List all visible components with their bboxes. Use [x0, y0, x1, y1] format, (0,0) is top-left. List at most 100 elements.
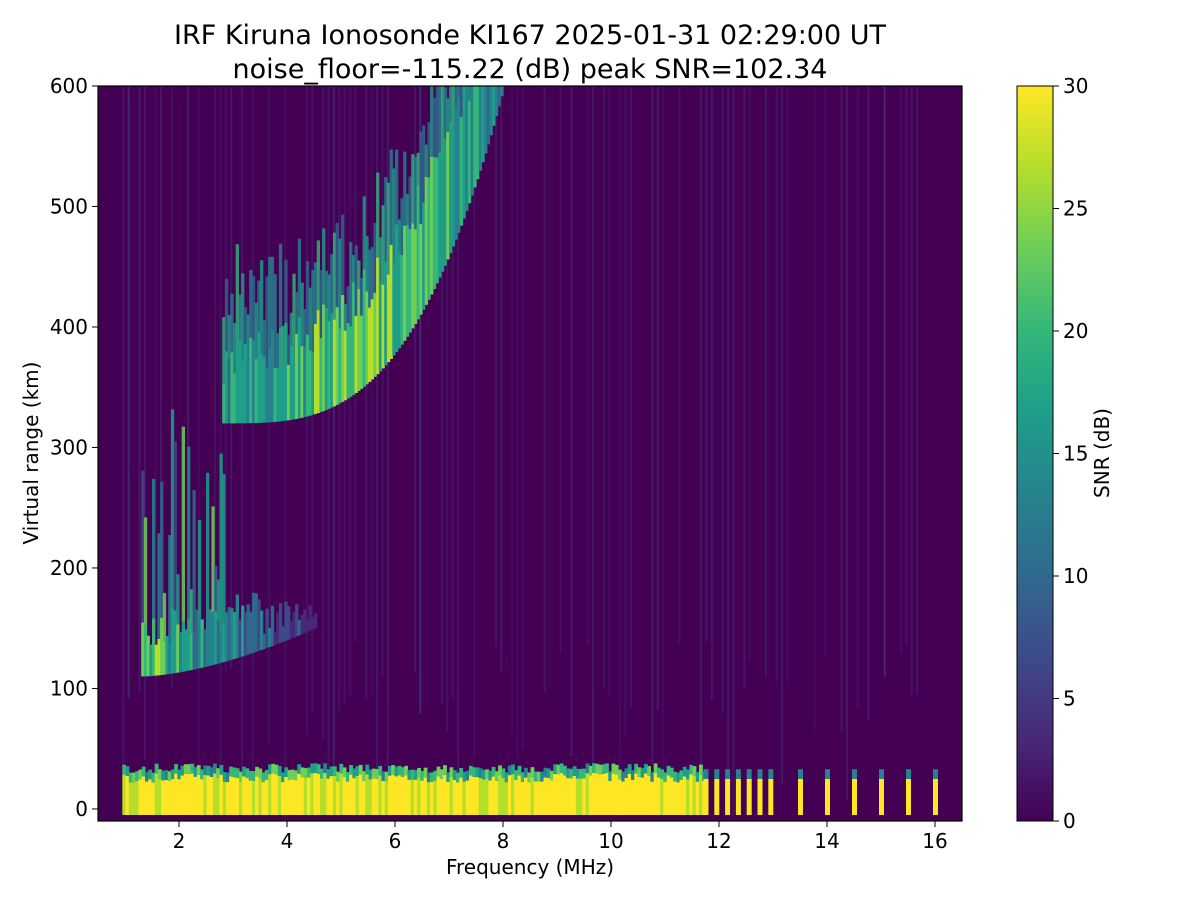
- chart-title: IRF Kiruna Ionosonde KI167 2025-01-31 02…: [174, 20, 887, 51]
- e-trace-cell: [314, 613, 318, 629]
- f-halo-cell: [303, 308, 307, 347]
- e-trace-cell: [195, 609, 199, 669]
- clutter-cell: [394, 776, 399, 815]
- clutter-fringe: [148, 769, 153, 780]
- clutter-fringe: [264, 770, 269, 780]
- noise-streak: [386, 86, 389, 779]
- e-trace-cell: [257, 599, 261, 651]
- clutter-fringe: [530, 767, 535, 777]
- clutter-fringe: [410, 769, 415, 780]
- clutter-cell: [478, 777, 483, 815]
- f-halo-cell: [241, 273, 245, 361]
- f-halo-cell: [484, 0, 487, 17]
- clutter-fringe: [481, 769, 486, 780]
- clutter-fringe: [135, 771, 140, 781]
- clutter-cell: [316, 773, 321, 815]
- f-trace-cell: [432, 157, 437, 290]
- f-halo-cell: [354, 245, 358, 316]
- clutter-fringe: [387, 766, 392, 776]
- e-trace-cell: [162, 641, 167, 675]
- clutter-cell: [627, 773, 632, 815]
- clutter-fringe: [692, 766, 697, 776]
- clutter-fringe: [546, 768, 551, 779]
- clutter-fringe: [306, 767, 311, 778]
- clutter-fringe: [271, 763, 276, 774]
- e-trace-cell: [146, 635, 150, 677]
- clutter-fringe: [656, 767, 661, 778]
- clutter-fringe: [242, 766, 247, 777]
- clutter-cell: [144, 781, 149, 815]
- noise-streak: [322, 86, 325, 740]
- f-trace-cell: [346, 322, 350, 399]
- e-trace-cell: [278, 603, 283, 643]
- clutter-cell: [475, 777, 480, 815]
- clutter-fringe: [611, 763, 616, 774]
- f-trace-cell: [327, 320, 331, 409]
- noise-streak: [732, 86, 735, 817]
- e-spread-cell: [219, 453, 223, 633]
- clutter-cell: [494, 780, 499, 815]
- f-halo-cell: [405, 194, 410, 225]
- clutter-fringe: [157, 769, 162, 779]
- clutter-fringe: [436, 766, 441, 777]
- f-halo-cell: [222, 317, 226, 384]
- clutter-cell: [647, 775, 652, 815]
- clutter-fringe: [349, 764, 353, 775]
- clutter-cell: [485, 778, 490, 815]
- noise-streak: [500, 86, 503, 672]
- e-spread-cell: [176, 574, 180, 625]
- f-trace-cell: [368, 307, 372, 382]
- clutter-cell: [517, 775, 522, 815]
- f-halo-cell: [289, 312, 293, 347]
- e-trace-cell: [141, 622, 145, 677]
- clutter-fringe: [566, 768, 571, 779]
- noise-streak: [748, 86, 751, 661]
- clutter-fringe: [206, 765, 211, 776]
- f-trace-cell: [322, 304, 326, 412]
- clutter-cell: [261, 782, 266, 815]
- clutter-fringe: [446, 772, 451, 783]
- e-trace-cell: [265, 608, 269, 648]
- e-spread-cell: [170, 409, 175, 608]
- noise-streak: [365, 86, 368, 700]
- e-spread-cell: [160, 481, 164, 618]
- f-trace-cell: [241, 360, 245, 424]
- f-trace-cell: [243, 343, 248, 424]
- f-trace-cell: [413, 229, 418, 324]
- clutter-fringe: [362, 771, 366, 781]
- clutter-cell: [174, 773, 178, 815]
- clutter-cell: [277, 775, 282, 815]
- f-trace-cell: [278, 327, 283, 422]
- f-halo-cell: [230, 293, 234, 353]
- clutter-fringe: [439, 769, 444, 779]
- clutter-fringe: [174, 763, 178, 774]
- clutter-fringe: [585, 763, 590, 774]
- channel-bar: [725, 778, 731, 815]
- f-trace-cell: [270, 329, 275, 423]
- clutter-fringe: [686, 769, 690, 780]
- f-trace-cell: [403, 225, 407, 341]
- echo-traces: [122, 0, 938, 815]
- clutter-cell: [187, 773, 191, 815]
- clutter-cell: [128, 782, 133, 815]
- noise-streak: [662, 86, 665, 773]
- clutter-cell: [148, 779, 153, 815]
- clutter-fringe: [647, 766, 652, 776]
- clutter-cell: [177, 779, 182, 815]
- clutter-fringe: [170, 769, 175, 780]
- colorbar-tick-label: 5: [1063, 687, 1076, 711]
- clutter-cell: [200, 779, 204, 815]
- clutter-cell: [699, 774, 703, 815]
- noise-streak: [440, 86, 443, 705]
- clutter-fringe: [183, 764, 188, 774]
- clutter-cell: [624, 777, 629, 815]
- f-halo-cell: [227, 314, 231, 360]
- e-spread-cell: [143, 517, 148, 625]
- clutter-fringe: [300, 767, 305, 778]
- e-trace-cell: [233, 612, 237, 659]
- f-trace-cell: [430, 156, 434, 295]
- e-trace-cell: [187, 618, 191, 671]
- x-tick-label: 2: [173, 829, 186, 853]
- clutter-fringe: [336, 771, 340, 782]
- clutter-cell: [216, 777, 221, 815]
